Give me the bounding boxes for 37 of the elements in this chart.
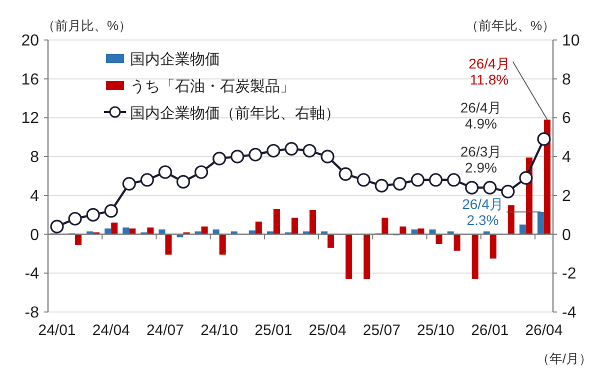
- legend-label: 国内企業物価: [130, 51, 220, 68]
- annotation: 26/3月 2.9%: [460, 144, 502, 176]
- legend-label: 国内企業物価（前年比、右軸）: [130, 105, 340, 122]
- y-tick-label: 0: [30, 226, 40, 244]
- y2-axis-title: （前年比、%）: [465, 18, 555, 33]
- x-tick-label: 26/04: [525, 322, 563, 339]
- x-axis-title: （年/月）: [536, 351, 592, 366]
- annotation: 26/4月 2.3%: [462, 196, 504, 228]
- annotation: 26/4月 11.8%: [468, 56, 510, 88]
- y2-tick-label: 0: [562, 226, 571, 244]
- y-tick-label: 16: [21, 71, 40, 88]
- x-tick-label: 24/10: [200, 322, 238, 339]
- y2-tick-label: 10: [562, 32, 580, 50]
- y2-tick-label: -2: [562, 266, 576, 283]
- y-tick-label: 8: [30, 149, 40, 166]
- y-axis-title: （前月比、%）: [42, 18, 132, 33]
- y2-tick-label: 4: [562, 149, 571, 166]
- y-tick-label: 4: [30, 188, 40, 205]
- x-tick-label: 25/07: [362, 322, 400, 339]
- x-tick-label: 24/04: [92, 322, 130, 339]
- y2-tick-label: 2: [562, 188, 571, 205]
- annotation: 26/4月 2.3%: [462, 196, 542, 228]
- y-tick-label: -4: [24, 266, 40, 283]
- legend-label: うち「石油・石炭製品」: [130, 78, 295, 95]
- y2-tick-label: 6: [562, 110, 571, 128]
- y2-tick-label: 8: [562, 71, 571, 88]
- x-tick-label: 24/01: [38, 322, 76, 339]
- x-tick-label: 25/04: [308, 322, 346, 339]
- x-tick-label: 24/07: [146, 322, 184, 339]
- x-tick-label: 25/10: [416, 322, 455, 339]
- y-tick-label: 12: [21, 110, 40, 128]
- y2-tick-label: -4: [562, 304, 576, 322]
- y-tick-label: -8: [24, 304, 40, 322]
- x-tick-label: 26/01: [471, 322, 509, 339]
- y-tick-label: 20: [21, 32, 40, 50]
- annotation: 26/4月 4.9%: [460, 100, 502, 132]
- x-tick-label: 25/01: [254, 322, 292, 339]
